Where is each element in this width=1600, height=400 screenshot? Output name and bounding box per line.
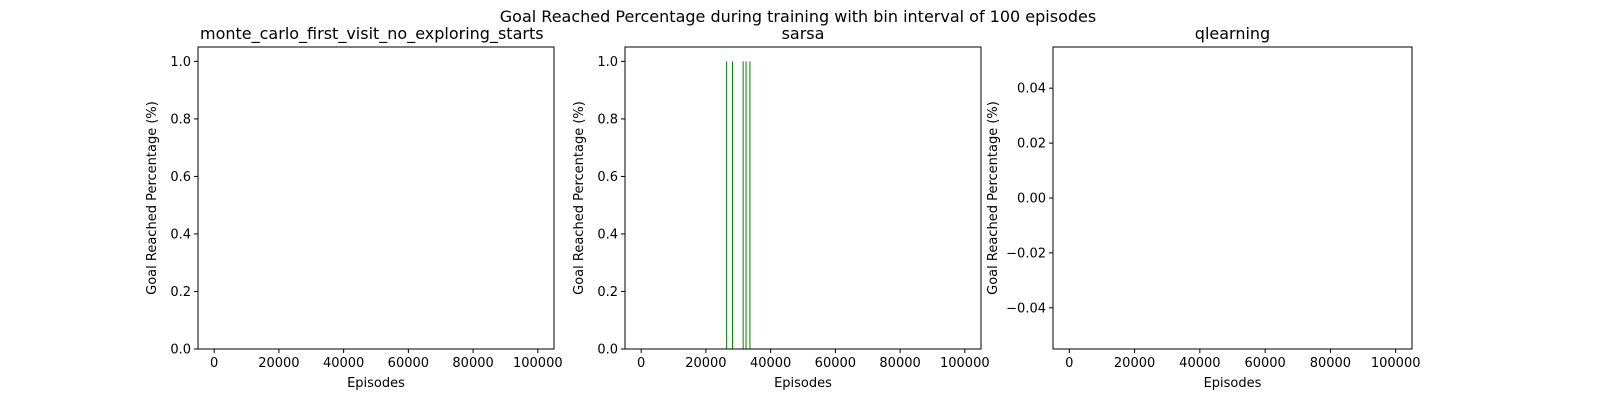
subplot-1: 0 20000 40000 60000 80000 100000 0.0 0.2 0.4 0.6 0… bbox=[145, 24, 563, 391]
y-axis-label: Goal Reached Percentage (%) bbox=[145, 101, 160, 295]
y-tick-label: 0.4 bbox=[597, 227, 618, 242]
x-tick-label: 0 bbox=[637, 356, 645, 371]
x-tick-label: 40000 bbox=[750, 356, 791, 371]
x-tick-label: 40000 bbox=[323, 356, 364, 371]
bar bbox=[742, 61, 744, 349]
x-tick-label: 80000 bbox=[879, 356, 920, 371]
x-tick-label: 0 bbox=[210, 356, 218, 371]
x-tick-label: 20000 bbox=[258, 356, 299, 371]
bar bbox=[726, 61, 728, 349]
bar bbox=[745, 61, 747, 349]
x-tick-label: 20000 bbox=[1114, 356, 1155, 371]
y-tick-label: 0.2 bbox=[597, 285, 618, 300]
axes-frame bbox=[197, 46, 555, 350]
subplot-2: 0 20000 40000 60000 80000 100000 0.0 0.2 0.4 0.6 0… bbox=[572, 24, 990, 391]
y-tick-label: 0.6 bbox=[170, 170, 191, 185]
subplot-title: monte_carlo_first_visit_no_exploring_sta… bbox=[200, 24, 544, 44]
subplot-3: 0 20000 40000 60000 80000 100000 −0.04 −0.02 0.0… bbox=[986, 24, 1421, 391]
y-tick-label: 0.4 bbox=[170, 227, 191, 242]
x-axis-label: Episodes bbox=[347, 376, 405, 391]
x-axis-label: Episodes bbox=[1204, 376, 1262, 391]
x-tick-label: 60000 bbox=[1244, 356, 1285, 371]
subplot-title: sarsa bbox=[782, 24, 825, 43]
axes-frame bbox=[624, 46, 982, 350]
x-tick-label: 100000 bbox=[513, 356, 563, 371]
x-tick-label: 100000 bbox=[1371, 356, 1421, 371]
x-tick-label: 60000 bbox=[815, 356, 856, 371]
y-tick-label: −0.02 bbox=[1006, 246, 1046, 261]
y-axis-label: Goal Reached Percentage (%) bbox=[572, 101, 587, 295]
x-tick-label: 80000 bbox=[452, 356, 493, 371]
subplot-title: qlearning bbox=[1195, 24, 1270, 43]
y-tick-label: 0.02 bbox=[1017, 137, 1046, 152]
y-tick-label: 0.0 bbox=[170, 343, 191, 358]
x-tick-label: 100000 bbox=[940, 356, 990, 371]
bar bbox=[731, 61, 733, 349]
figure-suptitle: Goal Reached Percentage during training … bbox=[500, 7, 1096, 26]
y-tick-label: 0.04 bbox=[1017, 82, 1046, 97]
x-tick-label: 60000 bbox=[388, 356, 429, 371]
x-tick-label: 40000 bbox=[1179, 356, 1220, 371]
y-tick-label: 0.2 bbox=[170, 285, 191, 300]
x-axis-label: Episodes bbox=[774, 376, 832, 391]
y-tick-label: 0.8 bbox=[597, 112, 618, 127]
x-tick-label: 80000 bbox=[1310, 356, 1351, 371]
y-tick-label: 0.8 bbox=[170, 112, 191, 127]
y-tick-label: 1.0 bbox=[170, 55, 191, 70]
y-tick-label: 0.6 bbox=[597, 170, 618, 185]
y-axis-label: Goal Reached Percentage (%) bbox=[986, 101, 1001, 295]
bar bbox=[749, 61, 751, 349]
x-tick-label: 20000 bbox=[685, 356, 726, 371]
y-tick-label: 1.0 bbox=[597, 55, 618, 70]
y-tick-label: 0.00 bbox=[1017, 192, 1046, 207]
y-tick-label: −0.04 bbox=[1006, 301, 1046, 316]
x-tick-label: 0 bbox=[1065, 356, 1073, 371]
y-tick-label: 0.0 bbox=[597, 343, 618, 358]
